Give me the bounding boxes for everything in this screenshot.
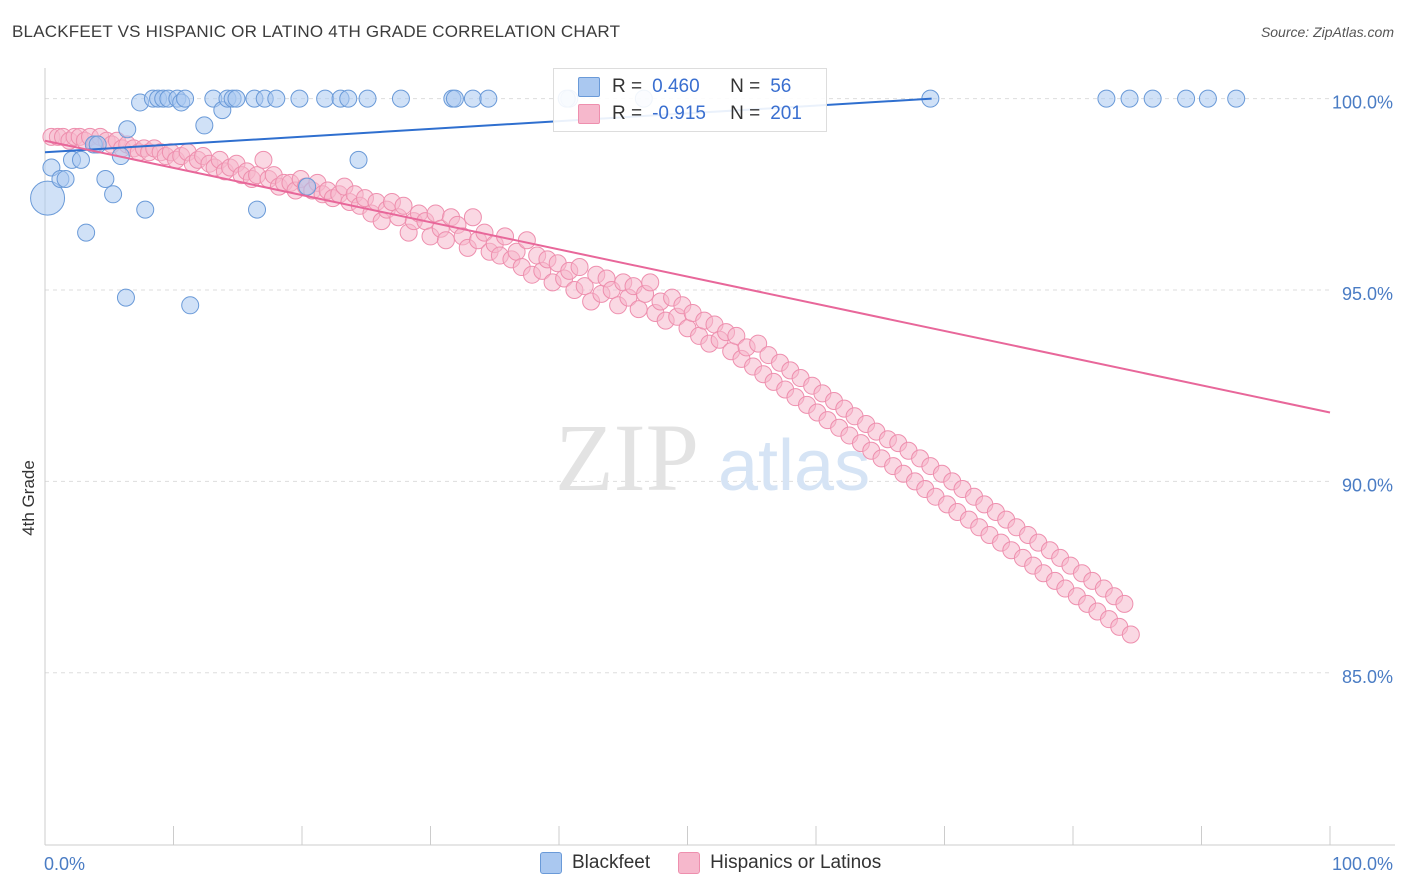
- r-label: R =: [612, 103, 643, 124]
- hispanic-point: [1121, 625, 1140, 644]
- hispanic-r: -0.915: [652, 103, 706, 124]
- hispanic-point: [641, 273, 660, 292]
- blackfeet-point: [96, 170, 115, 188]
- blackfeet-point: [358, 89, 377, 108]
- y-tick-label: 100.0%: [1332, 93, 1393, 113]
- blackfeet-swatch: [578, 77, 600, 97]
- blackfeet-point: [77, 223, 96, 242]
- source-label: Source: ZipAtlas.com: [1260, 24, 1394, 40]
- series-legend: Blackfeet Hispanics or Latinos: [540, 852, 909, 874]
- hispanic-swatch: [578, 104, 600, 124]
- hispanic-point: [426, 204, 445, 223]
- blackfeet-point: [391, 89, 410, 108]
- blackfeet-point: [136, 200, 155, 219]
- blackfeet-point: [1143, 89, 1162, 108]
- hispanic-point: [727, 326, 746, 345]
- blackfeet-point: [118, 120, 137, 139]
- y-tick-labels: 85.0% 90.0% 95.0% 100.0%: [1332, 93, 1393, 687]
- hispanic-point: [436, 231, 455, 250]
- hispanic-point: [517, 231, 536, 250]
- blackfeet-point: [463, 89, 482, 108]
- blackfeet-point: [116, 288, 135, 307]
- blackfeet-point: [104, 185, 123, 204]
- blackfeet-n: 56: [770, 76, 792, 97]
- hispanic-n: 201: [770, 103, 802, 124]
- blackfeet-point: [445, 89, 464, 108]
- blackfeet-point: [176, 89, 195, 108]
- hispanic-point: [463, 208, 482, 227]
- hispanic-legend-swatch: [678, 852, 701, 874]
- blackfeet-r: 0.460: [652, 76, 700, 97]
- x-tick-label: 100.0%: [1332, 854, 1393, 874]
- blackfeet-legend-label: Blackfeet: [572, 852, 651, 873]
- blackfeet-point: [1198, 89, 1217, 108]
- hispanic-point: [749, 334, 768, 353]
- chart-title: BLACKFEET VS HISPANIC OR LATINO 4TH GRAD…: [12, 22, 621, 41]
- hispanic-point: [254, 150, 273, 169]
- trend-lines: [44, 97, 1331, 414]
- legend-item-blackfeet[interactable]: Blackfeet: [540, 852, 650, 874]
- blackfeet-point: [316, 89, 335, 108]
- blackfeet-point: [56, 170, 75, 188]
- blackfeet-point: [248, 200, 267, 219]
- hispanic-trend-line: [44, 139, 1331, 414]
- hispanic-points: [42, 127, 1140, 644]
- blackfeet-point: [30, 180, 66, 216]
- blackfeet-point: [181, 296, 200, 315]
- y-axis-label: 4th Grade: [19, 460, 38, 536]
- blackfeet-point: [339, 89, 358, 108]
- blackfeet-point: [1120, 89, 1139, 108]
- blackfeet-point: [1097, 89, 1116, 108]
- blackfeet-point: [195, 116, 214, 135]
- y-tick-label: 95.0%: [1342, 284, 1393, 304]
- blackfeet-legend-swatch: [540, 852, 562, 874]
- grid-lines: [45, 98, 1330, 674]
- watermark-zip: ZIP: [555, 404, 699, 511]
- blackfeet-point: [349, 150, 368, 169]
- hispanic-point: [1115, 594, 1134, 613]
- blackfeet-point: [479, 89, 498, 108]
- blackfeet-point: [1227, 89, 1246, 108]
- y-tick-label: 85.0%: [1342, 667, 1393, 687]
- y-tick-label: 90.0%: [1342, 475, 1393, 495]
- blackfeet-point: [290, 89, 309, 108]
- n-label: N =: [730, 103, 761, 124]
- blackfeet-point: [71, 150, 90, 169]
- blackfeet-point: [298, 177, 317, 196]
- hispanic-point: [394, 196, 413, 215]
- legend-item-hispanic[interactable]: Hispanics or Latinos: [678, 852, 881, 874]
- r-label: R =: [612, 76, 643, 97]
- correlation-legend: R = 0.460 N = 56 R = -0.915 N = 201: [553, 68, 827, 132]
- hispanic-point: [570, 258, 589, 277]
- hispanic-legend-label: Hispanics or Latinos: [710, 852, 882, 873]
- legend-row-hispanic: R = -0.915 N = 201: [578, 102, 802, 126]
- legend-row-blackfeet: R = 0.460 N = 56: [578, 75, 791, 99]
- hispanic-point: [575, 277, 594, 296]
- x-tick-label: 0.0%: [44, 854, 85, 874]
- blackfeet-point: [267, 89, 286, 108]
- blackfeet-point: [1177, 89, 1196, 108]
- n-label: N =: [730, 76, 761, 97]
- blackfeet-point: [227, 89, 246, 108]
- x-tick-labels: 0.0% 100.0%: [44, 854, 1393, 874]
- hispanic-point: [629, 300, 648, 319]
